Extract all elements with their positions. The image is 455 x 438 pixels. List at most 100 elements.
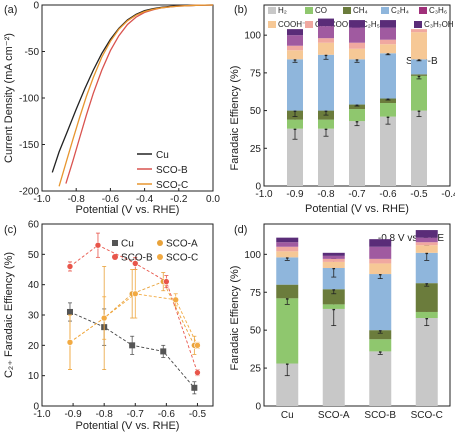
y-tick-label: 25 xyxy=(250,144,262,155)
panel-label: (a) xyxy=(4,4,17,16)
y-tick-label: 25 xyxy=(250,364,262,375)
bar-segment-co xyxy=(287,119,303,129)
bar-segment-ch4 xyxy=(380,98,396,104)
bar-segment-h2 xyxy=(276,363,299,406)
x-tick-label: -1.0 xyxy=(33,194,51,205)
y-tick-label: 50 xyxy=(250,326,262,337)
bar-segment-h2 xyxy=(322,308,345,406)
bar-segment-h2 xyxy=(369,351,392,406)
bar-segment-c2h4 xyxy=(287,59,303,111)
bar-segment-h2 xyxy=(411,110,427,186)
legend-label: H₂ xyxy=(278,6,287,15)
bar-segment-c2h4 xyxy=(318,54,334,111)
error-bar-point xyxy=(386,115,390,118)
legend-label: CO xyxy=(315,6,327,15)
x-tick-label: -0.7 xyxy=(348,189,366,200)
error-bar-point xyxy=(332,307,336,311)
bar-segment-c3h7oh xyxy=(318,18,334,27)
x-tick-label: -1.0 xyxy=(255,189,273,200)
legend-swatch-c3h7oh xyxy=(414,21,422,28)
legend-swatch-h2 xyxy=(268,7,276,14)
bar-segment-c3h7oh xyxy=(349,20,365,28)
data-point-sco-b xyxy=(163,278,170,285)
y-axis-label: Faradaic Effiency (%) xyxy=(229,266,241,371)
panel-label: (d) xyxy=(234,224,247,236)
y-tick-label: 0 xyxy=(255,402,261,413)
legend-swatch-cooh xyxy=(268,21,276,28)
bar-segment-c3h7oh xyxy=(287,29,303,36)
bar-segment-ch4 xyxy=(415,283,438,312)
x-tick-label: Cu xyxy=(281,410,294,421)
y-tick-label: 0 xyxy=(33,1,39,12)
bar-segment-c2h4 xyxy=(411,59,427,75)
y-tick-label: -50 xyxy=(25,47,40,58)
bar-segment-ch3coo xyxy=(369,258,392,264)
bar-segment-co xyxy=(411,75,427,111)
legend-swatch-ch4 xyxy=(343,7,351,14)
bar-segment-cooh xyxy=(276,251,299,258)
bar-segment-ch4 xyxy=(322,289,345,305)
data-point-cu xyxy=(66,308,73,315)
legend-swatch-co xyxy=(305,7,313,14)
x-tick-label: -0.8 xyxy=(68,194,86,205)
x-tick-label: -0.2 xyxy=(170,194,188,205)
legend-label: C₃H₇OH xyxy=(424,20,454,29)
bar-segment-h2 xyxy=(287,128,303,186)
bar-segment-ch3coo xyxy=(411,29,427,33)
bar-segment-co xyxy=(349,109,365,122)
bar-segment-ch4 xyxy=(276,284,299,299)
y-tick-label: 10 xyxy=(28,371,40,382)
y-tick-label: 0 xyxy=(255,182,261,193)
data-point-sco-c xyxy=(131,290,139,298)
x-tick-label: -0.6 xyxy=(102,194,120,205)
bar-segment-h2 xyxy=(349,121,365,186)
y-tick-label: 75 xyxy=(250,68,262,79)
panel-c: (c) -1.0 -0.9 -0.8 -0.7 -0.6 -0.5 0 10 20 30 40 50 60… xyxy=(3,220,214,432)
bar-segment-c3h7oh xyxy=(276,237,299,243)
bar-segment-ch3coo xyxy=(318,38,334,43)
x-tick-label: -0.9 xyxy=(286,189,304,200)
x-tick-label: -0.8 xyxy=(96,409,114,420)
bar-segment-c2h5oh xyxy=(287,35,303,46)
error-bar-point xyxy=(378,350,382,353)
y-tick-label: 60 xyxy=(28,220,40,231)
legend-marker xyxy=(112,254,118,260)
legend-label: SCO-C xyxy=(156,180,188,191)
bar-segment-co xyxy=(276,298,299,364)
bar-segment-c2h4 xyxy=(369,274,392,331)
bar-segment-co xyxy=(380,103,396,117)
bar-segment-c3h7oh xyxy=(322,252,345,256)
bar-segment-c2h5oh xyxy=(349,27,365,43)
x-tick-label: -0.5 xyxy=(410,189,428,200)
y-tick-label: -100 xyxy=(19,94,39,105)
x-tick-label: SCO-A xyxy=(318,410,350,421)
bar-segment-ch3coo xyxy=(287,45,303,51)
bar-segment-cooh xyxy=(322,261,345,268)
x-tick-label: -0.4 xyxy=(136,194,154,205)
bar-segment-c2h4 xyxy=(322,267,345,290)
plot-frame xyxy=(41,4,214,192)
error-bar-point xyxy=(425,281,429,285)
bar-segment-c2h5oh xyxy=(318,26,334,39)
data-point-sco-b xyxy=(66,263,74,270)
y-tick-label: 50 xyxy=(250,106,262,117)
x-axis-label: Potential (V vs. RHE) xyxy=(76,204,180,216)
data-point-cu xyxy=(160,348,167,355)
bar-segment-ch4 xyxy=(349,104,365,110)
legend-swatch-c2h4 xyxy=(381,7,389,14)
y-tick-label: -200 xyxy=(19,187,39,198)
series-line-sco-c xyxy=(58,4,214,187)
bar-segment-c2h5oh xyxy=(322,255,345,259)
data-point-sco-b xyxy=(131,260,139,267)
bar-segment-ch4 xyxy=(411,74,427,76)
x-tick-label: -0.7 xyxy=(127,409,145,420)
error-bar-point xyxy=(285,256,289,259)
x-tick-label: -1.0 xyxy=(33,409,51,420)
bar-segment-h2 xyxy=(318,128,334,186)
bar-segment-cooh xyxy=(415,245,438,253)
legend-marker xyxy=(157,240,163,246)
legend-label: SCO-B xyxy=(156,165,188,176)
bar-segment-c2h5oh xyxy=(380,27,396,40)
